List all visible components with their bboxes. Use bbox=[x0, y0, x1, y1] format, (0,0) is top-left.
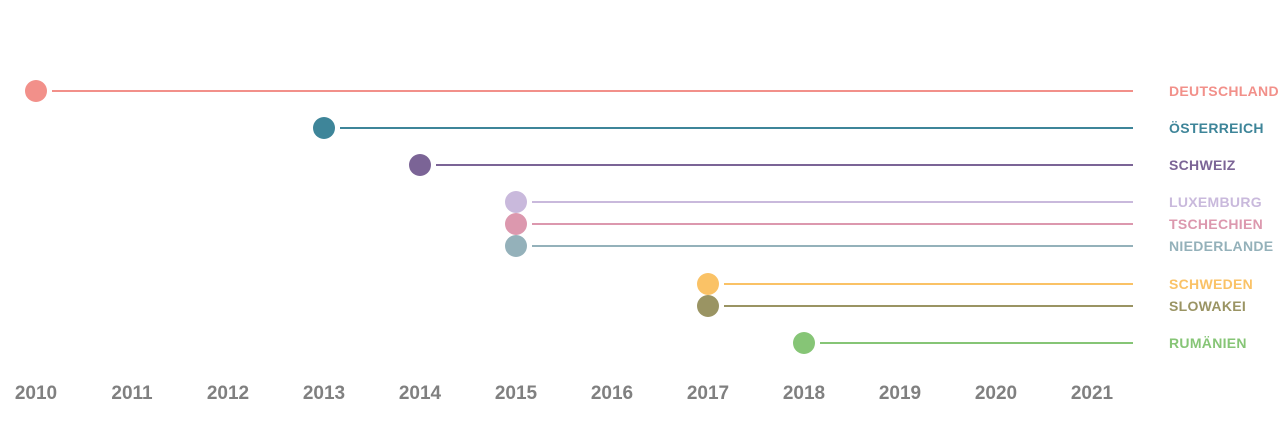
series-luxemburg: LUXEMBURG bbox=[505, 191, 1262, 213]
x-tick-2014: 2014 bbox=[399, 383, 442, 404]
country-label-deutschland: DEUTSCHLAND bbox=[1169, 83, 1279, 99]
country-label-rumaenien: RUMÄNIEN bbox=[1169, 335, 1247, 351]
series-oesterreich: ÖSTERREICH bbox=[313, 117, 1264, 139]
x-tick-2011: 2011 bbox=[111, 383, 153, 404]
x-tick-2018: 2018 bbox=[783, 383, 825, 404]
country-label-slowakei: SLOWAKEI bbox=[1169, 298, 1246, 314]
x-tick-2017: 2017 bbox=[687, 383, 729, 404]
series-slowakei: SLOWAKEI bbox=[697, 295, 1246, 317]
start-point-schweden bbox=[697, 273, 719, 295]
x-tick-2020: 2020 bbox=[975, 383, 1017, 404]
series-tschechien: TSCHECHIEN bbox=[505, 213, 1263, 235]
start-point-deutschland bbox=[25, 80, 47, 102]
country-label-luxemburg: LUXEMBURG bbox=[1169, 194, 1262, 210]
x-tick-2021: 2021 bbox=[1071, 383, 1114, 404]
x-axis: 2010 2011 2012 2013 2014 2015 2016 2017 2018 2019… bbox=[15, 383, 1114, 404]
x-tick-2019: 2019 bbox=[879, 383, 921, 404]
x-tick-2010: 2010 bbox=[15, 383, 57, 404]
x-tick-2013: 2013 bbox=[303, 383, 345, 404]
series-deutschland: DEUTSCHLAND bbox=[25, 80, 1279, 102]
x-tick-2012: 2012 bbox=[207, 383, 249, 404]
x-tick-2016: 2016 bbox=[591, 383, 633, 404]
series-layer: DEUTSCHLAND ÖSTERREICH SCHWEIZ LUXEMBURG TSC… bbox=[25, 80, 1279, 354]
country-label-schweden: SCHWEDEN bbox=[1169, 276, 1253, 292]
series-schweiz: SCHWEIZ bbox=[409, 154, 1236, 176]
start-point-schweiz bbox=[409, 154, 431, 176]
x-tick-2015: 2015 bbox=[495, 383, 538, 404]
start-point-tschechien bbox=[505, 213, 527, 235]
series-schweden: SCHWEDEN bbox=[697, 273, 1253, 295]
series-niederlande: NIEDERLANDE bbox=[505, 235, 1273, 257]
country-label-schweiz: SCHWEIZ bbox=[1169, 157, 1236, 173]
start-point-rumaenien bbox=[793, 332, 815, 354]
series-rumaenien: RUMÄNIEN bbox=[793, 332, 1247, 354]
country-label-tschechien: TSCHECHIEN bbox=[1169, 216, 1263, 232]
country-label-oesterreich: ÖSTERREICH bbox=[1169, 120, 1264, 136]
country-label-niederlande: NIEDERLANDE bbox=[1169, 238, 1273, 254]
start-point-luxemburg bbox=[505, 191, 527, 213]
start-point-oesterreich bbox=[313, 117, 335, 139]
start-point-slowakei bbox=[697, 295, 719, 317]
start-point-niederlande bbox=[505, 235, 527, 257]
